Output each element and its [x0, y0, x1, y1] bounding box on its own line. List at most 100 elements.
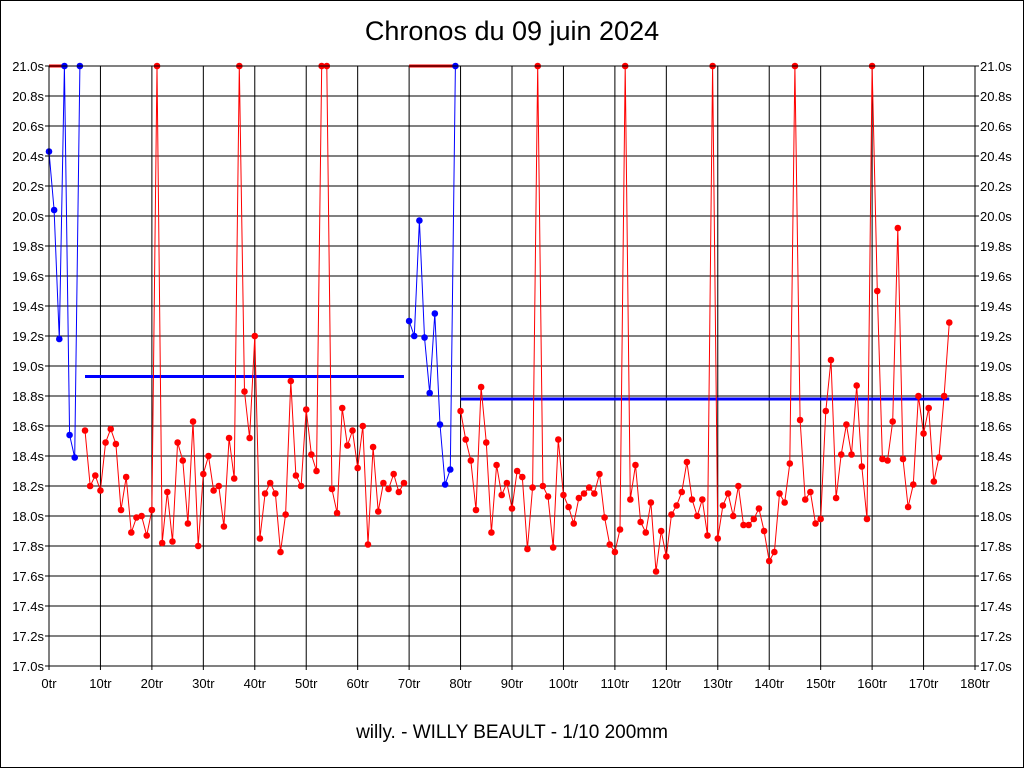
series-points — [45, 62, 953, 575]
data-point — [807, 488, 814, 496]
data-point — [863, 515, 871, 523]
data-point — [513, 467, 521, 475]
grid-lines — [45, 65, 979, 670]
data-point — [832, 494, 840, 502]
data-point — [200, 470, 207, 478]
data-point — [889, 418, 896, 425]
y-tick-label-left: 18.6s — [12, 419, 44, 434]
data-point — [256, 535, 264, 542]
data-point — [349, 427, 356, 434]
y-tick-label-right: 21.0s — [980, 59, 1012, 74]
data-point — [858, 463, 866, 470]
data-point — [668, 511, 675, 518]
data-point — [740, 521, 747, 529]
data-point — [410, 332, 418, 340]
data-point — [879, 455, 886, 463]
data-point — [642, 529, 650, 536]
data-point — [446, 466, 454, 473]
data-point — [555, 436, 562, 443]
data-point — [539, 482, 547, 490]
x-tick-label: 70tr — [398, 676, 421, 691]
data-point — [441, 481, 449, 488]
data-point — [853, 382, 860, 389]
data-point — [786, 460, 794, 467]
data-point — [215, 482, 223, 490]
data-point — [585, 484, 593, 491]
y-tick-label-right: 18.6s — [980, 419, 1012, 434]
y-tick-label-right: 18.2s — [980, 479, 1012, 494]
x-tick-label: 150tr — [806, 676, 836, 691]
chart-subtitle: willy. - WILLY BEAULT - 1/10 200mm — [356, 722, 668, 743]
data-point — [158, 539, 166, 547]
data-point — [380, 479, 387, 487]
data-point — [601, 514, 608, 521]
data-point — [416, 217, 423, 224]
y-tick-label-right: 17.2s — [980, 629, 1012, 644]
y-tick-label-left: 18.8s — [12, 389, 44, 404]
data-point — [909, 481, 917, 488]
y-tick-label-left: 20.6s — [12, 119, 44, 134]
data-point — [308, 451, 315, 458]
y-tick-label-right: 19.4s — [980, 299, 1012, 314]
data-point — [431, 310, 439, 317]
data-point — [359, 422, 367, 430]
y-tick-label-left: 20.4s — [12, 149, 44, 164]
data-point — [493, 461, 500, 469]
data-point — [246, 434, 253, 442]
y-tick-label-right: 18.4s — [980, 449, 1012, 464]
data-point — [544, 493, 552, 500]
data-point — [683, 458, 691, 466]
data-point — [488, 529, 495, 536]
y-tick-label-right: 20.8s — [980, 89, 1012, 104]
data-point — [920, 430, 927, 437]
data-point — [66, 431, 73, 439]
data-point — [750, 515, 758, 523]
y-tick-label-left: 20.2s — [12, 179, 44, 194]
data-point — [302, 406, 310, 413]
data-point — [776, 490, 783, 497]
x-tick-label: 100tr — [549, 676, 579, 691]
y-tick-label-left: 20.8s — [12, 89, 44, 104]
y-tick-label-left: 19.0s — [12, 359, 44, 374]
data-point — [801, 496, 809, 503]
y-tick-label-left: 17.8s — [12, 539, 44, 554]
data-point — [632, 461, 639, 469]
data-point — [549, 544, 557, 551]
data-point — [827, 356, 835, 364]
data-point — [333, 509, 341, 517]
data-point — [405, 317, 413, 325]
data-point — [837, 451, 845, 458]
data-point — [822, 407, 830, 415]
data-point — [55, 335, 63, 343]
x-tick-label: 50tr — [295, 676, 318, 691]
data-point — [462, 436, 470, 443]
data-point — [663, 553, 670, 560]
x-tick-label: 170tr — [909, 676, 939, 691]
y-tick-label-right: 17.8s — [980, 539, 1012, 554]
data-point — [364, 541, 372, 548]
data-point — [210, 487, 217, 494]
data-point — [843, 421, 850, 428]
data-point — [354, 464, 361, 472]
data-point — [128, 529, 135, 536]
data-point — [174, 439, 181, 446]
data-point — [529, 484, 536, 491]
data-point — [781, 499, 788, 506]
data-point — [940, 392, 948, 400]
data-point — [591, 490, 598, 497]
x-tick-label: 130tr — [703, 676, 733, 691]
data-point — [899, 455, 907, 463]
data-point — [230, 475, 238, 482]
data-point — [935, 454, 943, 461]
data-point — [817, 515, 824, 523]
data-point — [328, 485, 336, 493]
data-point — [107, 425, 115, 433]
data-point — [518, 473, 526, 481]
data-point — [647, 499, 655, 506]
data-point — [112, 440, 120, 448]
data-point — [71, 454, 79, 461]
data-point — [400, 479, 408, 487]
data-point — [796, 416, 804, 424]
data-point — [760, 527, 768, 535]
